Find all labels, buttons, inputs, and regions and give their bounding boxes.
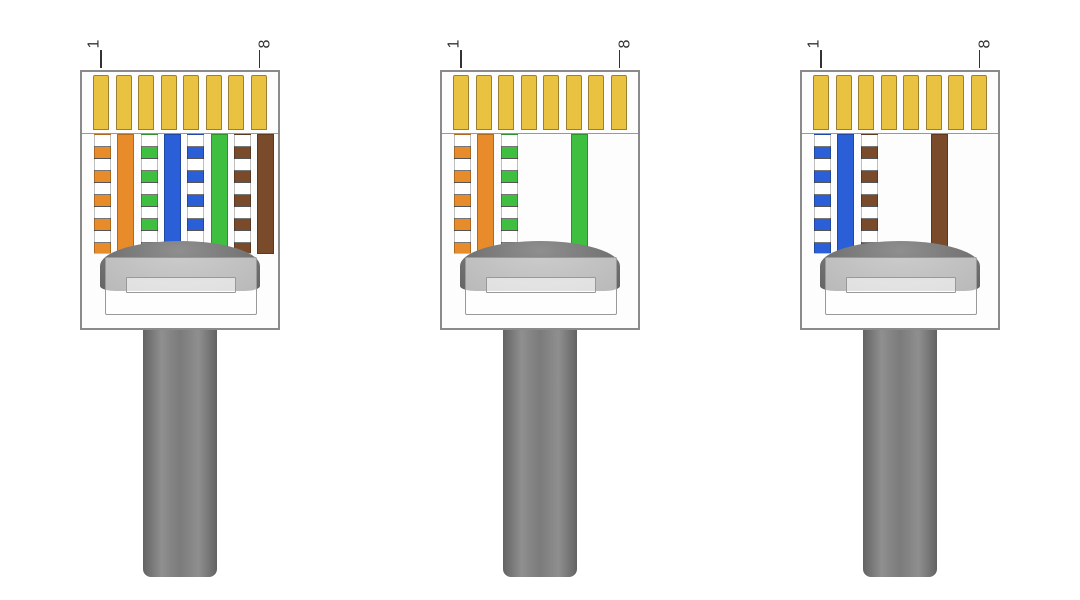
wire-pos2-solid-blue [837, 134, 854, 254]
gold-pin [543, 75, 559, 130]
gold-pin [903, 75, 919, 130]
rj45-4wire-orange-green: 1 8 [410, 30, 670, 580]
gold-pin [588, 75, 604, 130]
rj45-4wire-blue-brown: 1 8 [770, 30, 1030, 580]
pin-labels: 1 8 [815, 30, 985, 70]
gold-pin [926, 75, 942, 130]
gold-pin [971, 75, 987, 130]
wire-pos6-solid-green [571, 134, 588, 254]
gold-pin [813, 75, 829, 130]
pin-8-tick [619, 50, 621, 68]
gold-pin [948, 75, 964, 130]
pin-8-label: 8 [977, 40, 995, 49]
cable-jacket [143, 327, 217, 577]
wire-pos3-striped-green [501, 134, 518, 254]
wire-pos3-striped-green [141, 134, 158, 254]
gold-pin [93, 75, 109, 130]
pin-8-tick [979, 50, 981, 68]
wire-pos1-striped-orange [454, 134, 471, 254]
rj45-plug [440, 70, 640, 330]
cable-jacket [503, 327, 577, 577]
pin-row [82, 72, 278, 134]
rj45-8wire: 1 8 [50, 30, 310, 580]
wire-pos8-solid-brown [257, 134, 274, 254]
pin-row [802, 72, 998, 134]
pin-8-tick [259, 50, 261, 68]
pin-8-label: 8 [257, 40, 275, 49]
gold-pin [453, 75, 469, 130]
wire-pos6-solid-brown [931, 134, 948, 254]
gold-pin [161, 75, 177, 130]
gold-pin [138, 75, 154, 130]
pin-1-tick [820, 50, 822, 68]
wire-pos6-solid-green [211, 134, 228, 254]
gold-pin [116, 75, 132, 130]
gold-pin [881, 75, 897, 130]
gold-pin [611, 75, 627, 130]
retention-clip-inner [486, 277, 596, 293]
gold-pin [566, 75, 582, 130]
wire-pos2-solid-orange [477, 134, 494, 254]
pin-1-label: 1 [85, 40, 103, 49]
gold-pin [521, 75, 537, 130]
wire-pos5-striped-blue [187, 134, 204, 254]
gold-pin [836, 75, 852, 130]
rj45-plug [800, 70, 1000, 330]
cable-jacket [863, 327, 937, 577]
rj45-plug [80, 70, 280, 330]
pin-1-label: 1 [445, 40, 463, 49]
wire-pos2-solid-orange [117, 134, 134, 254]
pin-1-tick [100, 50, 102, 68]
pin-row [442, 72, 638, 134]
pin-labels: 1 8 [455, 30, 625, 70]
wire-pos4-solid-blue [164, 134, 181, 254]
pin-1-tick [460, 50, 462, 68]
gold-pin [476, 75, 492, 130]
wire-pos7-striped-brown [234, 134, 251, 254]
retention-clip-inner [126, 277, 236, 293]
gold-pin [206, 75, 222, 130]
retention-clip-inner [846, 277, 956, 293]
wire-pos1-striped-orange [94, 134, 111, 254]
gold-pin [858, 75, 874, 130]
pin-labels: 1 8 [95, 30, 265, 70]
wire-pos1-striped-blue [814, 134, 831, 254]
gold-pin [251, 75, 267, 130]
gold-pin [498, 75, 514, 130]
wire-pos3-striped-brown [861, 134, 878, 254]
gold-pin [228, 75, 244, 130]
pin-8-label: 8 [617, 40, 635, 49]
pin-1-label: 1 [805, 40, 823, 49]
gold-pin [183, 75, 199, 130]
